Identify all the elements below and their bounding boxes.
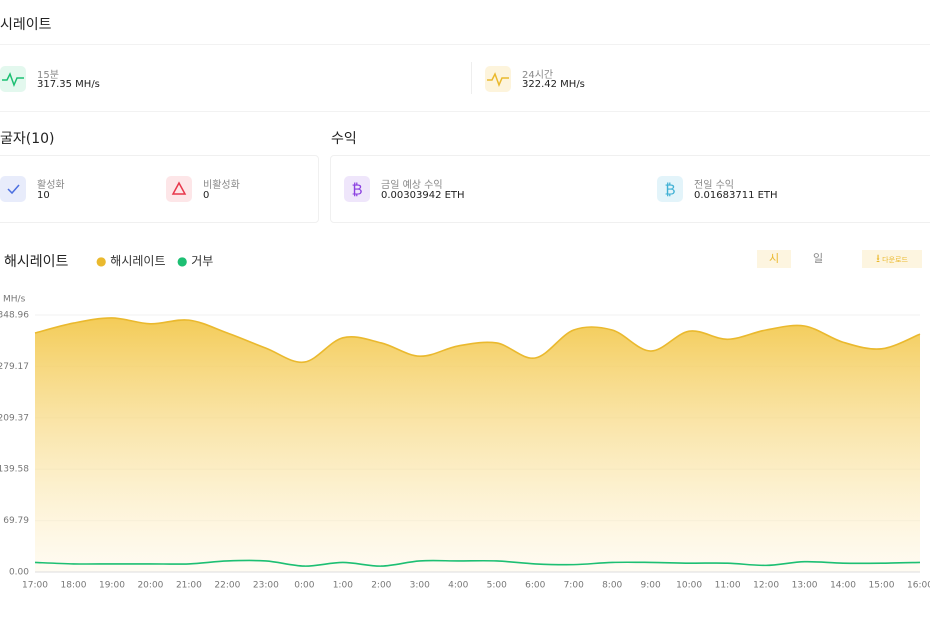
x-tick-label: 9:00: [641, 581, 661, 591]
x-tick-label: 17:00: [22, 581, 48, 591]
legend-dot: ●: [96, 254, 111, 268]
x-tick-label: 13:00: [792, 581, 818, 591]
legend-dot: ●: [176, 254, 192, 268]
download-button[interactable]: ⭳ 다운로드: [862, 250, 922, 268]
section-title: 굴자(10): [0, 131, 55, 147]
section-title: 시레이트: [0, 17, 52, 33]
y-tick-label: 348.96: [0, 311, 29, 321]
stat-value: 0.00303942 ETH: [381, 190, 465, 201]
y-tick-label: 69.79: [3, 516, 29, 526]
legend-label: 거부: [191, 254, 214, 268]
stat-value: 322.42 MH/s: [522, 79, 585, 90]
stat-value: 10: [37, 190, 50, 201]
y-tick-label: 279.17: [0, 362, 29, 372]
y-tick-label: 0.00: [9, 568, 29, 578]
x-tick-label: 7:00: [564, 581, 584, 591]
icon: [485, 66, 511, 92]
stat-value: 0: [203, 190, 210, 201]
divider: [0, 111, 930, 112]
x-tick-label: 19:00: [99, 581, 125, 591]
stat-value: 317.35 MH/s: [37, 79, 100, 90]
icon: [0, 66, 26, 92]
x-tick-label: 5:00: [487, 581, 507, 591]
card: [330, 155, 930, 223]
x-tick-label: 4:00: [448, 581, 468, 591]
y-tick-label: 139.58: [0, 465, 29, 475]
legend: ● 해시레이트 ● 거부: [96, 252, 213, 269]
x-tick-label: 12:00: [753, 581, 779, 591]
x-tick-label: 16:00: [907, 581, 930, 591]
section-title: 수익: [331, 131, 357, 147]
divider: [0, 44, 930, 45]
icon: ₿: [344, 176, 370, 202]
line: [34, 317, 921, 363]
x-tick-label: 3:00: [410, 581, 430, 591]
plot: [34, 314, 921, 573]
svg-text:₿: ₿: [351, 181, 362, 199]
stat-label: 전일 수익: [694, 180, 734, 191]
x-tick-label: 6:00: [525, 581, 545, 591]
x-tick-label: 23:00: [253, 581, 279, 591]
card: [0, 155, 319, 223]
x-tick-label: 15:00: [869, 581, 895, 591]
x-tick-label: 20:00: [137, 581, 163, 591]
chart-title: 해시레이트: [4, 254, 69, 270]
x-tick-label: 14:00: [830, 581, 856, 591]
line: [34, 559, 921, 567]
x-tick-label: 2:00: [371, 581, 391, 591]
y-axis-label: MH/s: [3, 295, 26, 305]
stat-value: 0.01683711 ETH: [694, 190, 778, 201]
x-tick-label: 22:00: [214, 581, 240, 591]
x-tick-label: 10:00: [676, 581, 702, 591]
x-tick-label: 8:00: [602, 581, 622, 591]
x-tick-label: 0:00: [294, 581, 314, 591]
icon: ₿: [657, 176, 683, 202]
stat-label: 활성화: [37, 180, 65, 191]
area: [35, 317, 920, 572]
y-tick-label: 209.37: [0, 413, 29, 423]
toggle-day[interactable]: 일: [812, 252, 824, 265]
x-tick-label: 11:00: [715, 581, 741, 591]
stat-label: 비활성화: [203, 180, 240, 191]
svg-text:₿: ₿: [664, 181, 675, 199]
stat-label: 24시간: [522, 70, 554, 81]
legend-label: 해시레이트: [110, 254, 166, 268]
download-label: 다운로드: [882, 256, 908, 264]
x-tick-label: 1:00: [333, 581, 353, 591]
icon: [166, 176, 192, 202]
stat-label: 15분: [37, 70, 59, 81]
toggle-hour[interactable]: 시: [757, 250, 791, 268]
x-tick-label: 21:00: [176, 581, 202, 591]
divider: [471, 62, 472, 94]
icon: [0, 176, 26, 202]
x-tick-label: 18:00: [61, 581, 87, 591]
stat-label: 금일 예상 수익: [381, 180, 443, 191]
